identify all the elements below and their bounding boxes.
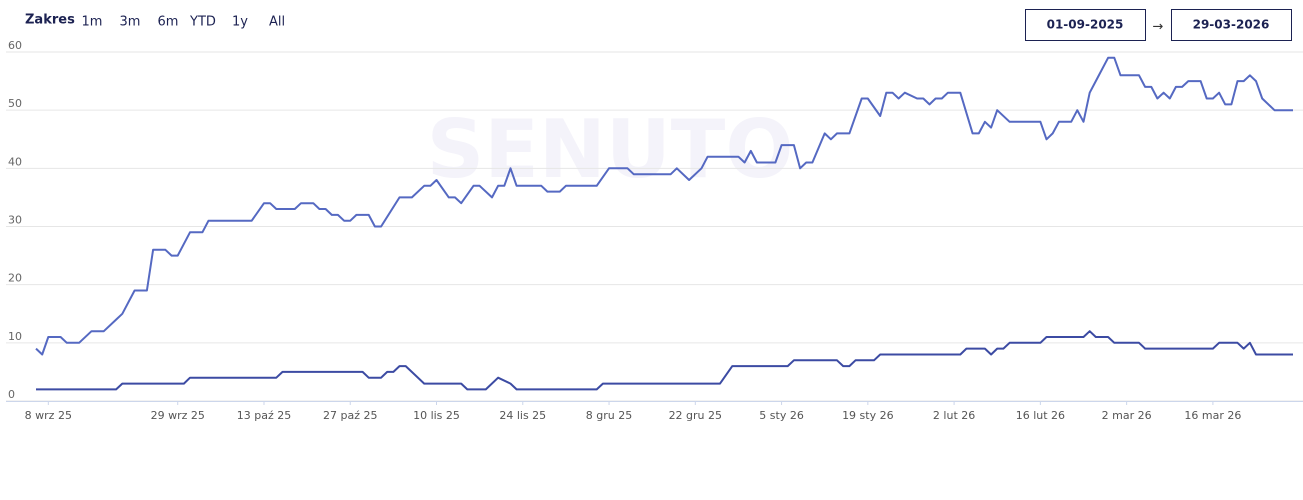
x-tick-label: 13 paź 25 [237, 409, 291, 422]
series-line [36, 330, 1293, 391]
x-tick-label: 2 lut 26 [933, 409, 975, 422]
range-button[interactable]: All [269, 15, 285, 30]
y-tick-label: 20 [8, 272, 22, 285]
range-button[interactable]: YTD [189, 15, 216, 30]
date-to-box[interactable] [1171, 9, 1292, 41]
y-tick-label: 10 [8, 330, 22, 343]
x-tick-label: 10 lis 25 [413, 409, 460, 422]
x-tick-label: 5 sty 26 [759, 409, 804, 422]
date-from[interactable]: 01-09-2025 [1047, 18, 1124, 32]
x-tick-label: 22 gru 25 [669, 409, 722, 422]
x-tick-label: 2 mar 26 [1102, 409, 1152, 422]
y-tick-label: 40 [8, 155, 22, 168]
range-button[interactable]: 3m [120, 15, 141, 30]
date-separator: → [1153, 20, 1164, 35]
range-button[interactable]: 6m [158, 15, 179, 30]
x-tick-label: 29 wrz 25 [151, 409, 205, 422]
range-button[interactable]: 1y [232, 15, 248, 30]
y-tick-label: 50 [8, 97, 22, 110]
range-buttons: 1m 3m 6m YTD 1y All [82, 15, 286, 30]
x-tick-label: 27 paź 25 [323, 409, 377, 422]
series-line [35, 56, 1293, 356]
x-tick-label: 16 lut 26 [1016, 409, 1065, 422]
y-tick-label: 0 [8, 388, 15, 401]
x-tick-label: 8 gru 25 [586, 409, 632, 422]
range-button[interactable]: 1m [82, 15, 103, 30]
watermark: SENUTO [427, 103, 794, 196]
date-to[interactable]: 29-03-2026 [1193, 18, 1270, 32]
date-from-box[interactable] [1025, 9, 1146, 41]
y-tick-label: 60 [8, 39, 22, 52]
x-tick-label: 19 sty 26 [842, 409, 894, 422]
range-label: Zakres [25, 13, 75, 28]
x-tick-label: 16 mar 26 [1184, 409, 1241, 422]
x-tick-label: 24 lis 25 [499, 409, 546, 422]
x-tick-label: 8 wrz 25 [25, 409, 72, 422]
y-tick-label: 30 [8, 214, 22, 227]
